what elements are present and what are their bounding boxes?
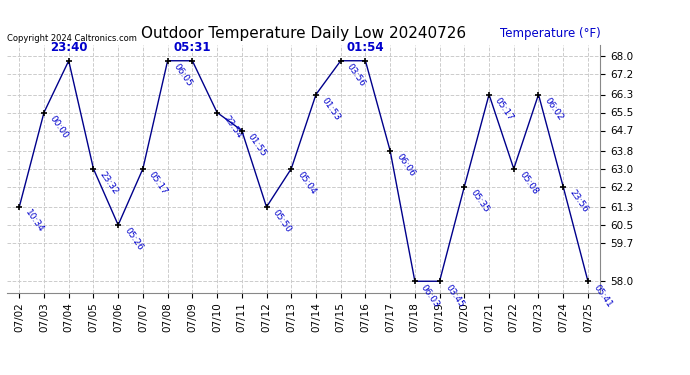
Text: 06:03: 06:03 — [419, 283, 441, 309]
Text: 05:31: 05:31 — [174, 41, 211, 54]
Text: 05:35: 05:35 — [469, 188, 491, 214]
Text: 10:34: 10:34 — [23, 209, 46, 235]
Text: 23:56: 23:56 — [567, 188, 589, 214]
Text: 03:56: 03:56 — [345, 62, 367, 88]
Text: 23:32: 23:32 — [97, 170, 119, 196]
Text: 01:53: 01:53 — [320, 96, 342, 122]
Text: 06:02: 06:02 — [542, 96, 565, 122]
Text: Temperature (°F): Temperature (°F) — [500, 27, 600, 40]
Text: 23:40: 23:40 — [50, 41, 88, 54]
Text: Copyright 2024 Caltronics.com: Copyright 2024 Caltronics.com — [7, 33, 137, 42]
Text: 05:50: 05:50 — [270, 209, 293, 235]
Text: 06:06: 06:06 — [394, 152, 417, 178]
Text: 01:54: 01:54 — [346, 41, 384, 54]
Text: 01:55: 01:55 — [246, 132, 268, 158]
Text: 00:00: 00:00 — [48, 114, 70, 140]
Title: Outdoor Temperature Daily Low 20240726: Outdoor Temperature Daily Low 20240726 — [141, 26, 466, 41]
Text: 05:26: 05:26 — [122, 226, 144, 253]
Text: 05:08: 05:08 — [518, 170, 540, 196]
Text: 06:05: 06:05 — [172, 62, 194, 88]
Text: 03:45: 03:45 — [444, 283, 466, 309]
Text: 05:17: 05:17 — [493, 96, 515, 122]
Text: 05:04: 05:04 — [295, 170, 317, 196]
Text: 05:41: 05:41 — [592, 283, 614, 309]
Text: 23:54: 23:54 — [221, 114, 244, 140]
Text: 05:17: 05:17 — [147, 170, 169, 196]
